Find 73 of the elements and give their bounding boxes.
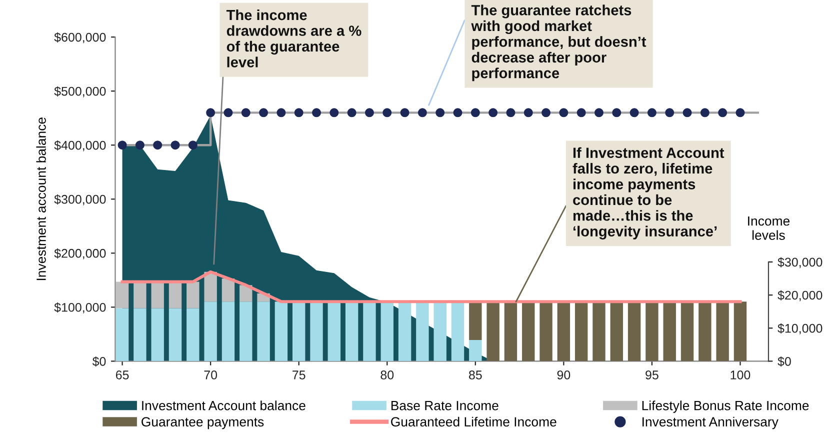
line-series (120, 270, 742, 304)
bar (698, 302, 712, 362)
x-tick-label: 95 (646, 370, 658, 380)
bar (716, 302, 729, 362)
bar (434, 302, 446, 362)
bar (522, 302, 535, 362)
x-tick-label: 90 (557, 370, 570, 380)
bar (363, 302, 376, 362)
bar (646, 302, 658, 362)
bar (151, 308, 164, 362)
y2-tick-label: $0 (778, 356, 791, 367)
bar (610, 302, 623, 362)
bar (451, 302, 464, 362)
x-tick-label: 80 (380, 370, 394, 380)
y-axis-title: Investment account balance (36, 118, 46, 280)
bar (680, 302, 694, 362)
y-tick-label: $100,000 (54, 302, 106, 314)
annotation: The income drawdowns are a % of the guarantee level (226, 9, 362, 68)
y-tick-label: $500,000 (54, 86, 106, 98)
bar (469, 302, 482, 340)
x-tick-label: 100 (730, 370, 750, 380)
x-tick-label: 85 (468, 370, 482, 380)
bar (134, 282, 146, 308)
legend-label: Guaranteed Lifetime Income (391, 416, 556, 427)
bar (116, 282, 129, 308)
annotation: The guarantee ratchets with good market performance, but doesn’t decrease after poor performance (471, 4, 646, 82)
legend-label: Base Rate Income (391, 401, 498, 410)
x-tick-label: 65 (116, 370, 129, 380)
legend-label: Investment Account balance (142, 400, 306, 410)
bar (574, 302, 588, 362)
bar (734, 302, 747, 362)
bar (116, 308, 129, 362)
y-tick-label: $300,000 (54, 194, 106, 206)
bar (557, 302, 570, 362)
y-tick-label: $600,000 (54, 32, 106, 44)
bar (628, 302, 641, 362)
annotation: If Investment Account falls to zero, lifetime income payments continue to be made…this is the ‘longevity insurance’ (572, 147, 724, 240)
legend-label: Guarantee payments (142, 417, 264, 430)
bar (222, 302, 235, 362)
bar (592, 302, 606, 362)
bar (328, 302, 341, 362)
bar (540, 302, 552, 362)
bar (186, 308, 200, 362)
bar (469, 340, 482, 362)
bar (310, 302, 323, 362)
bar (222, 278, 235, 302)
y-tick-label: $0 (92, 356, 106, 367)
bar (151, 282, 164, 308)
y2-tick-label: $20,000 (778, 290, 822, 302)
bar (380, 302, 394, 362)
bar (398, 302, 412, 362)
bar (204, 302, 217, 362)
y-tick-label: $400,000 (54, 140, 106, 152)
x-tick-label: 70 (204, 370, 218, 380)
bar (292, 302, 306, 362)
y2-tick-label: $10,000 (778, 323, 822, 334)
bar (168, 308, 182, 362)
bar (134, 308, 146, 362)
bar (274, 302, 288, 362)
bar (663, 302, 676, 362)
legend-label: Investment Anniversary (642, 416, 778, 430)
legend-label: Lifestyle Bonus Rate Income (642, 400, 809, 413)
bar (345, 302, 358, 362)
bar (186, 282, 200, 308)
bar (240, 302, 252, 362)
bar (257, 302, 270, 362)
y-tick-label: $200,000 (54, 248, 106, 260)
bar (416, 302, 429, 362)
bar (486, 302, 500, 362)
y2-tick-label: $30,000 (778, 257, 822, 268)
x-tick-label: 75 (292, 370, 306, 380)
y2-axis-title: Income levels (748, 216, 790, 240)
bar (168, 282, 182, 308)
